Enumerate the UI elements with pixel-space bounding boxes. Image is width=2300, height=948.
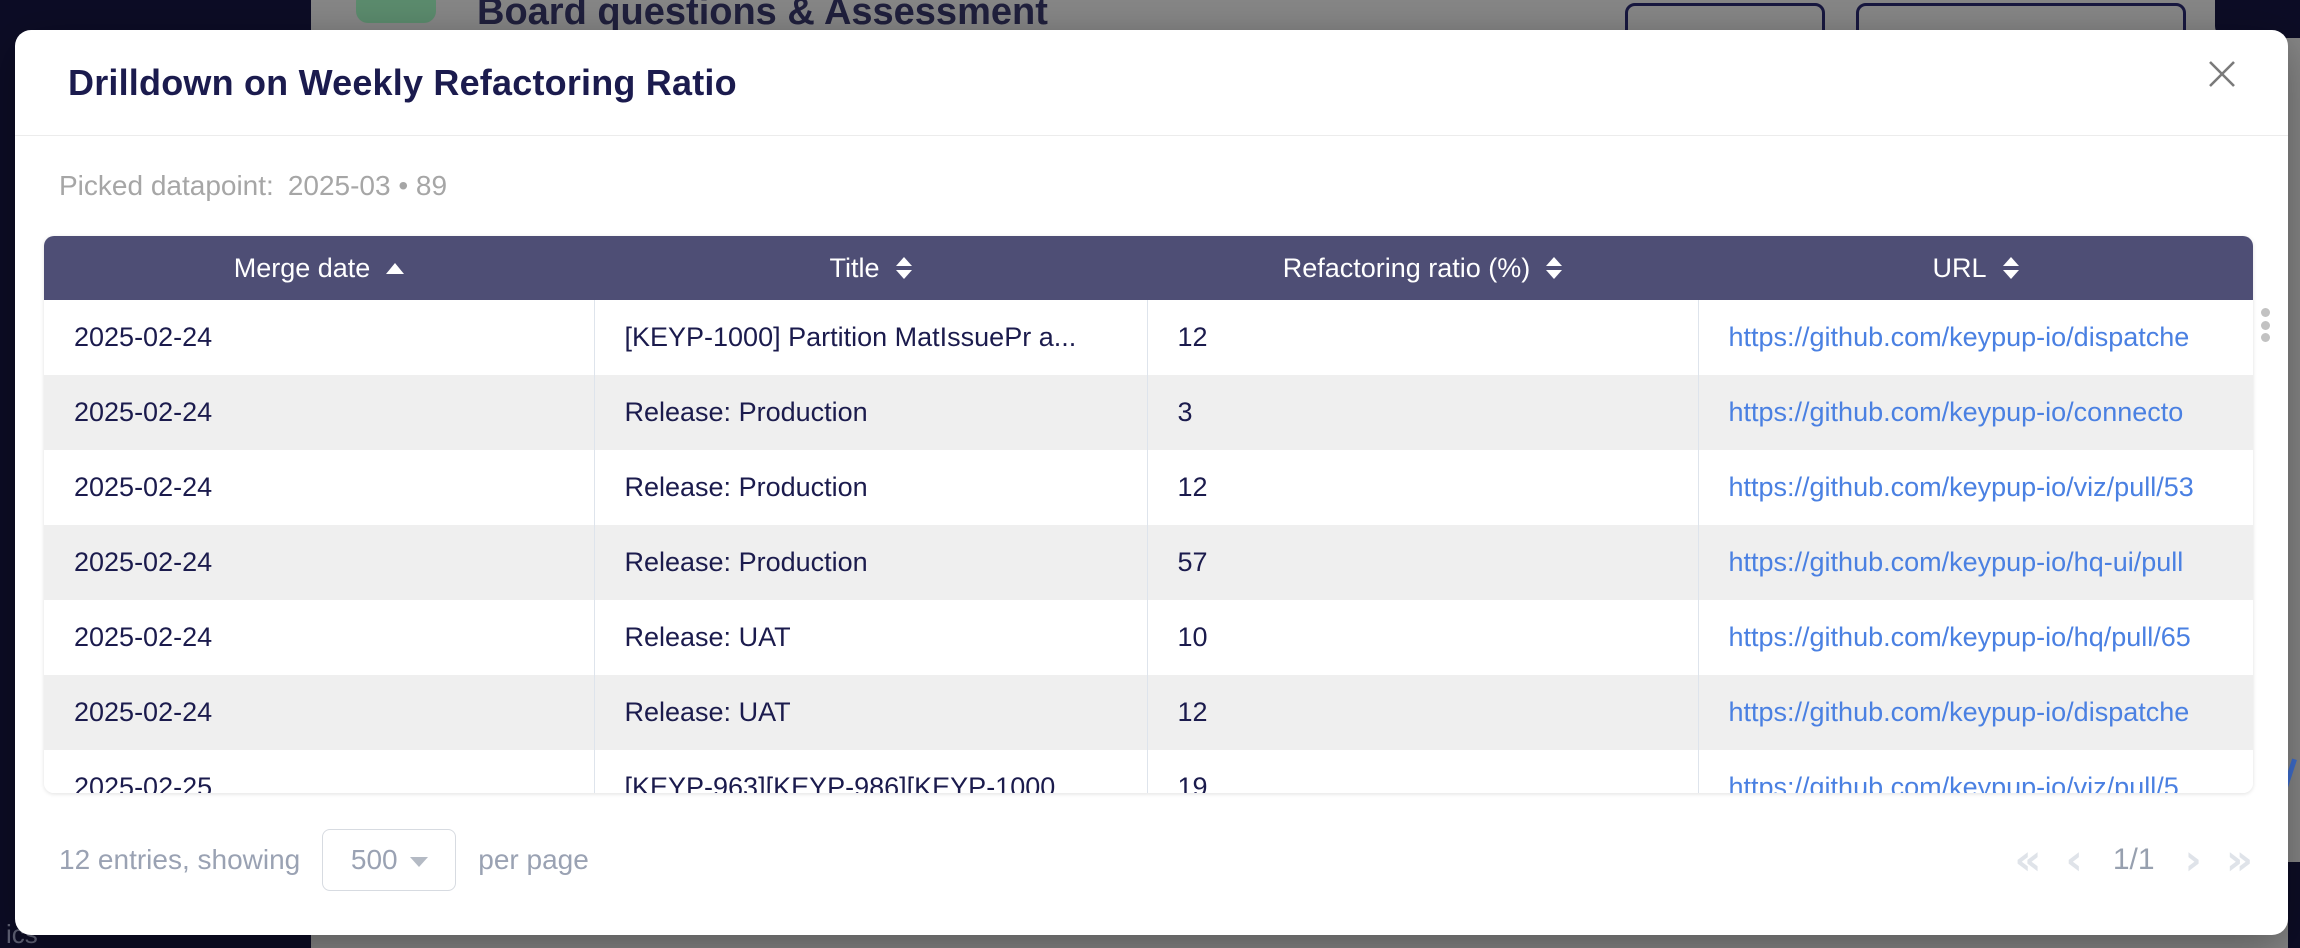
first-page-button[interactable]: «: [2014, 835, 2042, 884]
table-row: 2025-02-24 [KEYP-1000] Partition MatIssu…: [44, 300, 2253, 375]
cell-title: Release: Production: [593, 450, 1147, 525]
per-page-label: per page: [478, 844, 589, 875]
picked-datapoint-value: 2025-03 • 89: [287, 170, 448, 201]
modal-header: Drilldown on Weekly Refactoring Ratio: [15, 30, 2288, 136]
sort-icon: [1546, 257, 1563, 279]
modal-footer: 12 entries, showing 500 per page « ‹ 1/1…: [15, 793, 2288, 933]
page-indicator: 1/1: [2112, 843, 2155, 876]
entries-count-text: 12 entries, showing: [59, 844, 301, 875]
column-header-merge-date[interactable]: Merge date: [44, 236, 594, 300]
table-row: 2025-02-24 Release: UAT 10 https://githu…: [44, 600, 2253, 675]
cell-url: https://github.com/keypup-io/viz/pull/53: [1697, 450, 2253, 525]
cell-url: https://github.com/keypup-io/dispatche: [1697, 300, 2253, 375]
sort-icon: [895, 257, 912, 279]
column-header-url[interactable]: URL: [1698, 236, 2253, 300]
next-page-button[interactable]: ›: [2184, 835, 2202, 884]
cell-merge-date: 2025-02-24: [44, 600, 594, 675]
table-row: 2025-02-25 [KEYP-963][KEYP-986][KEYP-100…: [44, 750, 2253, 793]
pull-request-link[interactable]: https://github.com/keypup-io/hq-ui/pull: [1728, 547, 2184, 577]
table-header-row: Merge date Title: [44, 236, 2253, 300]
pull-request-link[interactable]: https://github.com/keypup-io/connecto: [1728, 397, 2184, 427]
cell-refactoring-ratio: 12: [1146, 675, 1698, 750]
cell-title: Release: Production: [593, 375, 1147, 450]
pagination-controls: « ‹ 1/1 › »: [2014, 839, 2253, 881]
underlying-bottomright-panel: [2288, 862, 2300, 948]
pull-request-link[interactable]: https://github.com/keypup-io/dispatche: [1728, 322, 2190, 352]
table-row: 2025-02-24 Release: UAT 12 https://githu…: [44, 675, 2253, 750]
column-header-title[interactable]: Title: [594, 236, 1147, 300]
cell-url: https://github.com/keypup-io/hq/pull/65: [1697, 600, 2253, 675]
cell-url: https://github.com/keypup-io/hq-ui/pull: [1697, 525, 2253, 600]
cell-refactoring-ratio: 12: [1146, 300, 1698, 375]
per-page-select[interactable]: 500: [322, 829, 457, 891]
modal-body: Picked datapoint: 2025-03 • 89 Merge date: [15, 166, 2288, 793]
pull-request-link[interactable]: https://github.com/keypup-io/viz/pull/5: [1728, 772, 2179, 793]
cell-title: Release: Production: [593, 525, 1147, 600]
cell-merge-date: 2025-02-24: [44, 675, 594, 750]
chevron-down-icon: [409, 857, 428, 867]
cell-refactoring-ratio: 19: [1146, 750, 1698, 793]
kebab-dot: [2260, 333, 2270, 342]
table-row: 2025-02-24 Release: Production 57 https:…: [44, 525, 2253, 600]
picked-datapoint-text: Picked datapoint: 2025-03 • 89: [59, 170, 447, 202]
drilldown-table: Merge date Title: [44, 236, 2253, 793]
cell-url: https://github.com/keypup-io/connecto: [1697, 375, 2253, 450]
picked-datapoint-label: Picked datapoint:: [59, 170, 274, 201]
column-header-refactoring-ratio[interactable]: Refactoring ratio (%): [1147, 236, 1698, 300]
pull-request-link[interactable]: https://github.com/keypup-io/viz/pull/53: [1728, 472, 2194, 502]
kebab-dot: [2260, 308, 2270, 317]
cell-refactoring-ratio: 57: [1146, 525, 1698, 600]
pagination-summary: 12 entries, showing 500 per page: [59, 829, 589, 891]
kebab-dot: [2260, 320, 2270, 330]
cell-refactoring-ratio: 10: [1146, 600, 1698, 675]
modal-title: Drilldown on Weekly Refactoring Ratio: [68, 61, 737, 103]
previous-page-button[interactable]: ‹: [2065, 835, 2083, 884]
sort-icon: [2002, 257, 2019, 279]
cell-refactoring-ratio: 3: [1146, 375, 1698, 450]
close-icon: [2209, 61, 2235, 87]
cell-merge-date: 2025-02-24: [44, 525, 594, 600]
pull-request-link[interactable]: https://github.com/keypup-io/dispatche: [1728, 697, 2190, 727]
per-page-value: 500: [350, 844, 398, 875]
cell-refactoring-ratio: 12: [1146, 450, 1698, 525]
pull-request-link[interactable]: https://github.com/keypup-io/hq/pull/65: [1728, 622, 2191, 652]
cell-merge-date: 2025-02-24: [44, 450, 594, 525]
cell-url: https://github.com/keypup-io/dispatche: [1697, 675, 2253, 750]
last-page-button[interactable]: »: [2225, 835, 2253, 884]
drilldown-table-container: Merge date Title: [44, 236, 2253, 793]
underlying-page-title: Board questions & Assessment: [477, 0, 1048, 33]
table-row: 2025-02-24 Release: Production 3 https:/…: [44, 375, 2253, 450]
cell-url: https://github.com/keypup-io/viz/pull/5: [1697, 750, 2253, 793]
cell-merge-date: 2025-02-24: [44, 375, 594, 450]
cell-title: Release: UAT: [593, 600, 1147, 675]
cell-title: [KEYP-963][KEYP-986][KEYP-1000...: [593, 750, 1147, 793]
more-options-button[interactable]: [2258, 308, 2272, 342]
table-row: 2025-02-24 Release: Production 12 https:…: [44, 450, 2253, 525]
close-button[interactable]: [2202, 54, 2242, 94]
cell-merge-date: 2025-02-25: [44, 750, 594, 793]
sort-ascending-icon: [386, 262, 405, 274]
cell-merge-date: 2025-02-24: [44, 300, 594, 375]
board-icon: [356, 0, 436, 23]
drilldown-modal: Drilldown on Weekly Refactoring Ratio Pi…: [15, 30, 2288, 935]
picked-datapoint-row: Picked datapoint: 2025-03 • 89: [44, 166, 2253, 206]
cell-title: Release: UAT: [593, 675, 1147, 750]
cell-title: [KEYP-1000] Partition MatIssuePr a...: [593, 300, 1147, 375]
